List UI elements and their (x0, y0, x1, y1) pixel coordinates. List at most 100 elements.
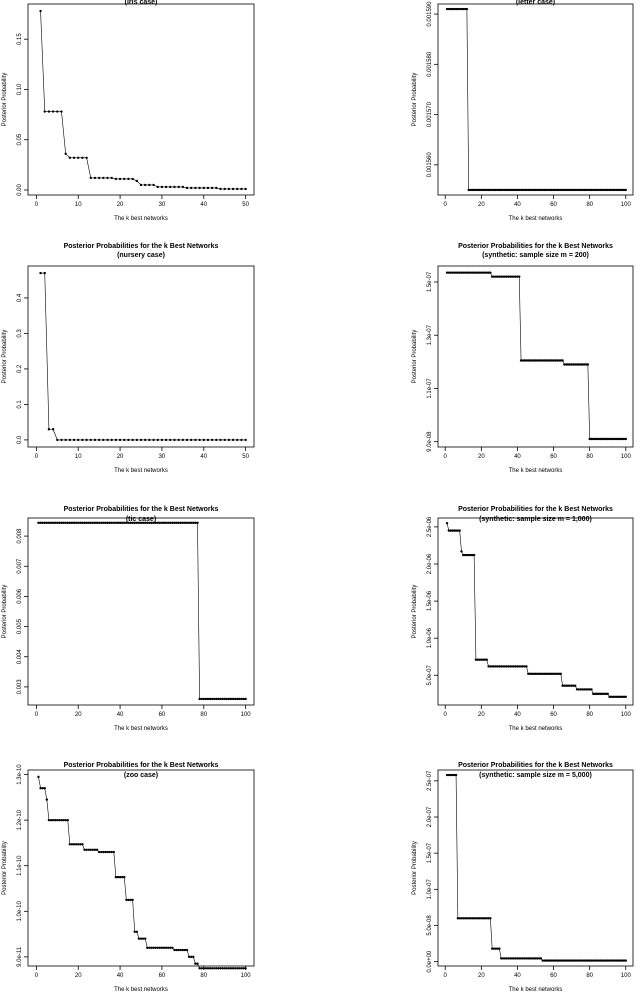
data-point (512, 275, 516, 278)
data-point (597, 959, 600, 962)
y-tick-label: 0.3 (17, 329, 23, 338)
data-point (595, 959, 599, 962)
data-point (471, 553, 474, 557)
data-point (532, 957, 535, 960)
data-point (37, 521, 40, 525)
data-point (77, 156, 80, 160)
data-point (602, 188, 606, 192)
data-point (83, 848, 86, 851)
series-line (446, 523, 626, 698)
data-point (185, 186, 189, 190)
data-point (472, 917, 476, 920)
data-point (485, 271, 488, 274)
data-point (568, 188, 572, 192)
data-point (458, 917, 461, 920)
data-point (503, 665, 507, 668)
data-point (514, 188, 517, 192)
y-tick-label: 2.5e-06 (427, 516, 433, 537)
data-point (507, 188, 510, 192)
data-point (570, 363, 573, 366)
data-point (148, 946, 151, 949)
data-point (150, 946, 153, 949)
data-point (118, 875, 122, 879)
data-point (575, 363, 579, 366)
x-tick-label: 100 (241, 973, 252, 979)
data-point (593, 188, 597, 192)
data-point (611, 188, 615, 192)
data-point (112, 521, 116, 525)
data-point (139, 521, 143, 525)
x-tick-label: 20 (75, 973, 82, 979)
data-point (60, 110, 63, 113)
data-point (215, 438, 218, 442)
data-point (528, 359, 532, 362)
data-point (68, 843, 72, 846)
data-point (215, 697, 218, 701)
data-point (490, 665, 494, 668)
x-tick-label: 60 (550, 202, 557, 208)
data-point (451, 271, 454, 274)
data-point (541, 672, 544, 676)
x-tick-label: 50 (242, 454, 249, 460)
data-point (179, 948, 182, 952)
data-point (499, 188, 503, 192)
data-point (563, 363, 566, 366)
data-point (474, 271, 478, 274)
data-point (552, 188, 555, 192)
data-point (572, 188, 575, 192)
data-point (601, 959, 604, 962)
data-point (62, 521, 65, 525)
data-point (51, 110, 55, 113)
data-point (244, 438, 247, 442)
x-tick-label: 0 (35, 454, 39, 460)
y-tick-label: 1.3e-07 (427, 324, 433, 345)
data-point (610, 695, 613, 699)
data-point (474, 917, 478, 920)
data-point (518, 188, 521, 192)
data-point (449, 7, 452, 11)
data-point (85, 438, 88, 442)
data-point (60, 438, 63, 442)
data-point (219, 697, 222, 701)
data-point (546, 672, 550, 676)
x-tick-label: 60 (159, 973, 166, 979)
data-point (584, 959, 588, 962)
data-point (238, 697, 241, 701)
data-point (454, 773, 458, 777)
data-point (451, 773, 454, 777)
data-point (131, 521, 134, 525)
data-point (81, 843, 84, 846)
data-point (219, 187, 222, 191)
data-point (160, 185, 164, 189)
data-point (51, 428, 55, 431)
data-point (64, 818, 67, 822)
data-point (114, 177, 118, 181)
chart-title: Posterior Probabilities for the k Best N… (458, 762, 613, 769)
data-point (43, 271, 46, 275)
x-tick-label: 20 (117, 454, 124, 460)
data-point (574, 363, 577, 366)
data-point (509, 275, 512, 278)
data-point (200, 697, 203, 701)
plot-frame (437, 3, 634, 196)
data-point (505, 665, 508, 668)
data-point (198, 967, 201, 970)
data-point (599, 959, 602, 962)
data-point (518, 275, 521, 278)
data-point (223, 187, 226, 191)
data-point (519, 665, 523, 668)
data-point (70, 843, 74, 846)
y-tick-label: 0.001580 (427, 51, 433, 77)
data-point (487, 271, 490, 274)
data-point (595, 188, 599, 192)
data-point (177, 521, 180, 525)
data-point (217, 697, 220, 701)
data-point (590, 688, 593, 691)
data-point (133, 930, 136, 934)
data-point (74, 843, 78, 846)
data-point (181, 948, 185, 952)
x-tick-label: 50 (242, 202, 249, 208)
data-point (518, 957, 521, 960)
data-point (615, 437, 618, 441)
data-point (202, 967, 205, 970)
